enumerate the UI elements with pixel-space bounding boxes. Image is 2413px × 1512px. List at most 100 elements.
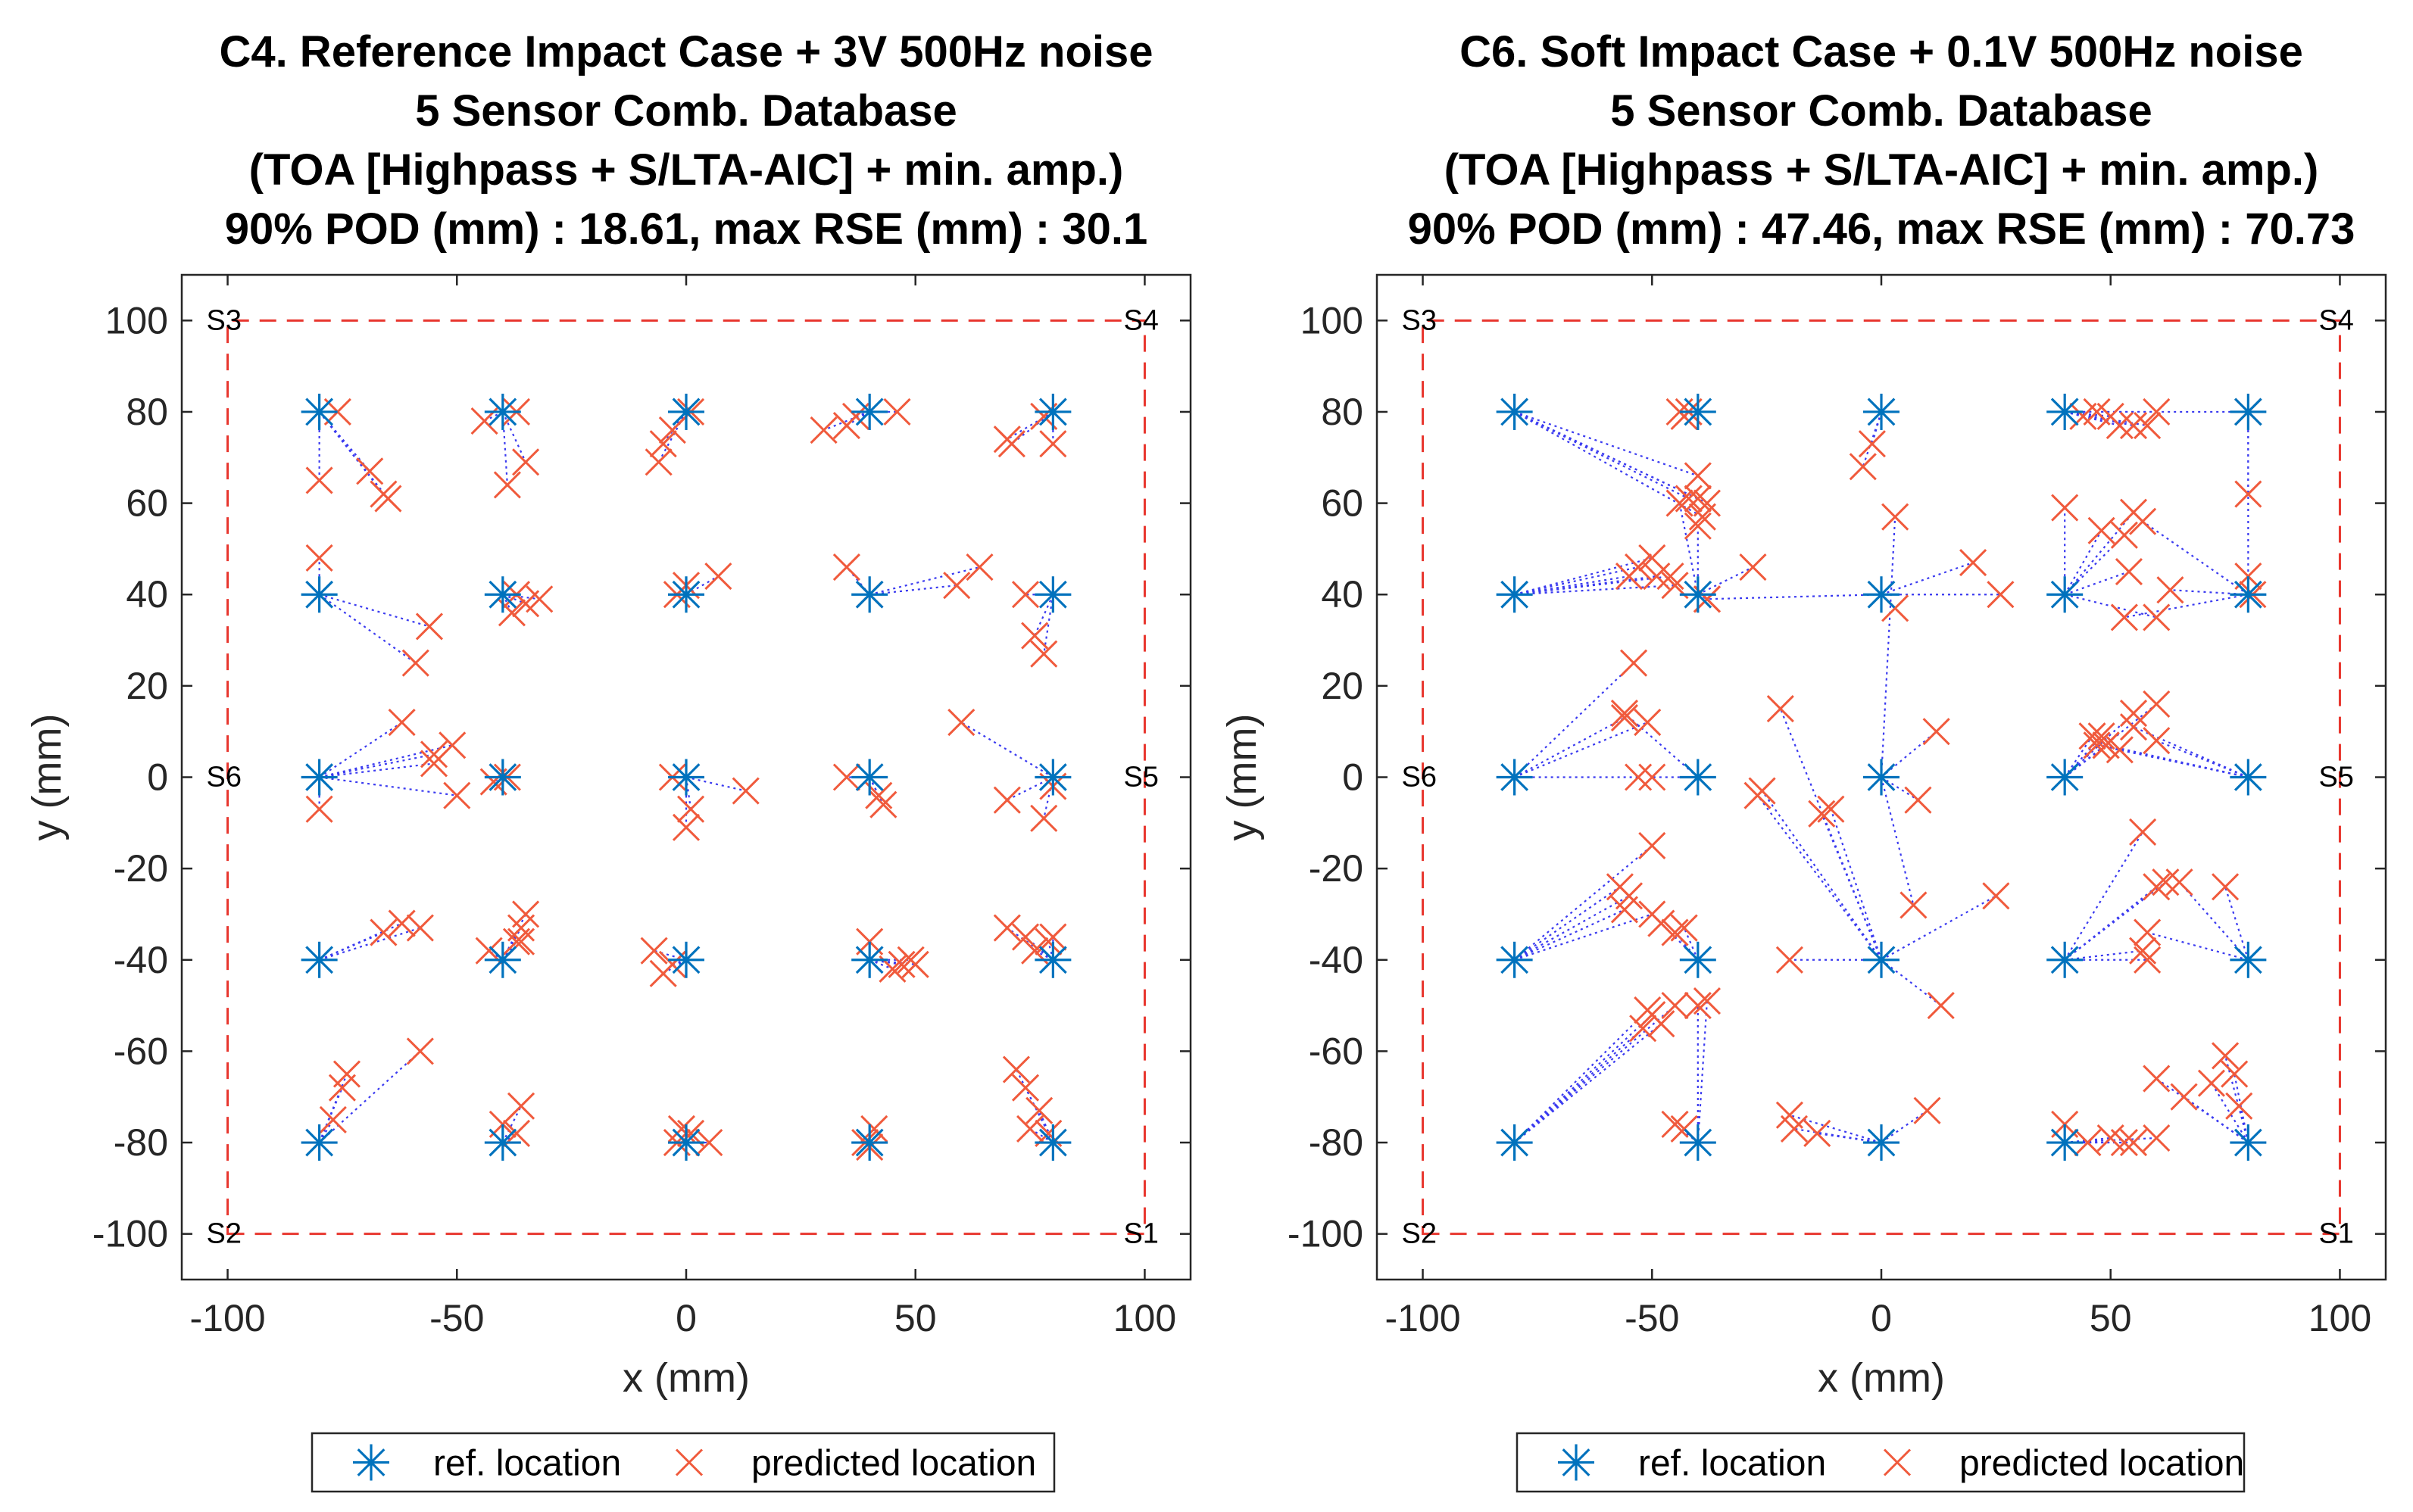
predicted-location-point xyxy=(1817,795,1845,823)
link-line xyxy=(501,1105,523,1143)
y-tick-label: -100 xyxy=(92,1213,168,1255)
ref-location-point xyxy=(1035,393,1072,430)
link-line xyxy=(1514,410,1708,504)
ref-location-point xyxy=(1863,941,1899,978)
x-tick-label: -50 xyxy=(1625,1297,1679,1339)
predicted-location-point xyxy=(1665,489,1693,517)
legend: ref. location predicted location xyxy=(1516,1432,2246,1493)
ref-location-point xyxy=(1496,941,1533,978)
legend-box xyxy=(1516,1432,2246,1493)
ref-location-point xyxy=(484,941,521,978)
predicted-location-point xyxy=(1904,786,1932,814)
predicted-location-point xyxy=(1625,763,1653,791)
predicted-location-point xyxy=(374,485,402,513)
predicted-location-point xyxy=(947,709,976,737)
link-line xyxy=(2183,1096,2249,1143)
predicted-location-point xyxy=(1643,563,1671,591)
predicted-location-point xyxy=(2134,918,2162,946)
y-tick-label: 20 xyxy=(126,665,168,707)
link-line xyxy=(318,1119,334,1143)
predicted-location-point xyxy=(901,950,929,978)
ref-location-point xyxy=(668,576,704,613)
predicted-location-point xyxy=(993,786,1021,814)
predicted-location-point xyxy=(2110,603,2138,631)
predicted-location-point xyxy=(1016,1115,1044,1143)
predicted-location-point xyxy=(420,740,448,768)
link-line xyxy=(869,585,957,596)
ref-location-point xyxy=(668,941,704,978)
predicted-location-point xyxy=(493,471,521,499)
chart-title-line-3: (TOA [Highpass + S/LTA-AIC] + min. amp.) xyxy=(249,145,1124,195)
predicted-location-point xyxy=(1913,1096,1941,1124)
ref-location-point xyxy=(1496,393,1533,430)
predicted-location-point xyxy=(356,457,384,485)
ref-location-point xyxy=(2230,1124,2267,1161)
predicted-location-point xyxy=(1922,718,1950,746)
link-line xyxy=(1025,1087,1054,1143)
ref-location-point xyxy=(301,393,338,430)
chart-title-line-4: 90% POD (mm) : 18.61, max RSE (mm) : 30.… xyxy=(225,204,1147,254)
predicted-location-point xyxy=(672,813,701,841)
ref-location-point xyxy=(484,576,521,613)
ref-location-point xyxy=(1679,941,1716,978)
ref-location-point xyxy=(851,576,888,613)
ref-location-point xyxy=(668,759,704,796)
link-line xyxy=(1514,895,1630,961)
predicted-location-point xyxy=(1849,453,1877,481)
predicted-location-point xyxy=(1647,909,1675,937)
legend-ref-label: ref. location xyxy=(1638,1444,1826,1484)
ref-location-point xyxy=(1035,759,1072,796)
predicted-location-point xyxy=(319,1105,347,1133)
predicted-location-point xyxy=(649,430,677,458)
predicted-location-point xyxy=(1803,1119,1831,1148)
y-tick-label: 20 xyxy=(1321,665,1363,707)
predicted-location-point xyxy=(1661,1110,1689,1138)
y-tick-label: -60 xyxy=(114,1030,168,1072)
predicted-location-point xyxy=(993,914,1021,942)
legend: ref. location predicted location xyxy=(311,1432,1056,1493)
link-line xyxy=(869,777,885,806)
predicted-location-point xyxy=(2110,1128,2138,1157)
predicted-location-point xyxy=(1606,873,1634,901)
predicted-location-point xyxy=(869,790,897,818)
legend-pred-label: predicted location xyxy=(1959,1444,2244,1484)
sensor-label-s5: S5 xyxy=(1123,762,1158,793)
link-line xyxy=(1514,410,1699,477)
predicted-location-point xyxy=(993,426,1021,454)
ref-location-point xyxy=(2046,759,2084,796)
sensor-label-s1: S1 xyxy=(1123,1218,1158,1250)
link-line xyxy=(1830,809,1883,961)
predicted-location-point xyxy=(1766,694,1794,723)
y-tick-label: 100 xyxy=(105,299,168,341)
predicted-location-point xyxy=(732,777,760,805)
sensor-label-s6: S6 xyxy=(207,762,242,793)
ref-location-point xyxy=(1863,576,1899,613)
predicted-location-point xyxy=(2134,946,2162,974)
link-line xyxy=(318,1074,348,1143)
predicted-location-point xyxy=(2087,516,2115,544)
predicted-location-point xyxy=(2212,1042,2240,1070)
ref-location-point xyxy=(2230,576,2267,613)
ref-location-point xyxy=(668,1124,704,1161)
sensor-label-s2: S2 xyxy=(207,1218,242,1250)
predicted-location-point xyxy=(1011,581,1040,609)
ref-location-point xyxy=(668,393,704,430)
predicted-location-point xyxy=(640,937,668,965)
predicted-location-point xyxy=(2143,1124,2171,1152)
predicted-location-point xyxy=(1030,804,1058,832)
x-tick-label: -100 xyxy=(1385,1297,1461,1339)
link-line xyxy=(2064,703,2157,778)
link-line xyxy=(1881,895,1996,961)
predicted-location-point xyxy=(1619,649,1648,677)
predicted-location-point xyxy=(1610,896,1639,924)
legend-pred-marker xyxy=(675,1448,704,1476)
predicted-location-point xyxy=(1661,918,1689,946)
link-line xyxy=(2124,594,2249,619)
link-line xyxy=(869,566,980,596)
predicted-location-point xyxy=(1959,548,1987,577)
link-line xyxy=(1697,566,1753,596)
legend-ref-marker xyxy=(1558,1444,1594,1481)
ref-location-point xyxy=(301,576,338,613)
link-line xyxy=(1514,410,1690,500)
predicted-location-point xyxy=(420,750,448,778)
